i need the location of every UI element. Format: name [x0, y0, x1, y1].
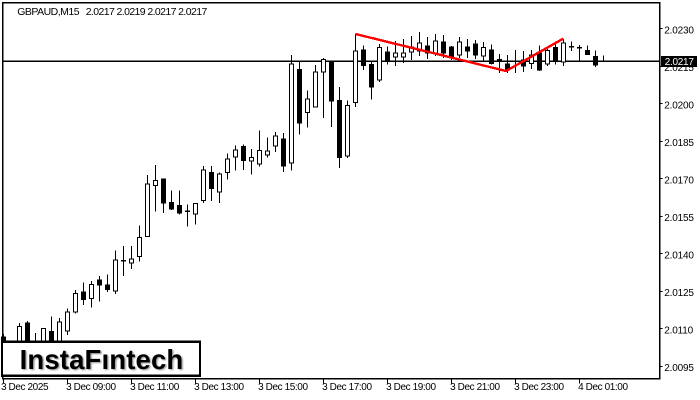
svg-text:3 Dec 15:00: 3 Dec 15:00: [258, 382, 308, 393]
svg-text:2.0125: 2.0125: [664, 288, 694, 299]
svg-text:2.0215: 2.0215: [664, 63, 694, 74]
svg-text:2.0217: 2.0217: [665, 57, 695, 68]
svg-text:3 Dec 17:00: 3 Dec 17:00: [322, 382, 372, 393]
svg-text:3 Dec 11:00: 3 Dec 11:00: [130, 382, 180, 393]
svg-text:2.0185: 2.0185: [664, 138, 694, 149]
svg-text:2.0155: 2.0155: [664, 213, 694, 224]
svg-text:4 Dec 01:00: 4 Dec 01:00: [578, 382, 628, 393]
svg-text:InstaFıntech: InstaFıntech: [21, 345, 185, 376]
svg-text:3 Dec 09:00: 3 Dec 09:00: [66, 382, 116, 393]
svg-text:2.0170: 2.0170: [664, 175, 694, 186]
svg-text:2.0200: 2.0200: [664, 100, 694, 111]
svg-text:3 Dec 2025: 3 Dec 2025: [1, 382, 49, 393]
svg-text:3 Dec 23:00: 3 Dec 23:00: [514, 382, 564, 393]
svg-text:3 Dec 19:00: 3 Dec 19:00: [386, 382, 436, 393]
svg-text:2.0230: 2.0230: [664, 25, 694, 36]
svg-text:2.0095: 2.0095: [664, 363, 694, 374]
svg-text:2.0110: 2.0110: [664, 325, 693, 336]
svg-text:3 Dec 21:00: 3 Dec 21:00: [450, 382, 500, 393]
svg-text:InstaFıntech: InstaFıntech: [20, 344, 184, 375]
svg-text:3 Dec 13:00: 3 Dec 13:00: [194, 382, 244, 393]
svg-text:2.0140: 2.0140: [664, 250, 694, 261]
